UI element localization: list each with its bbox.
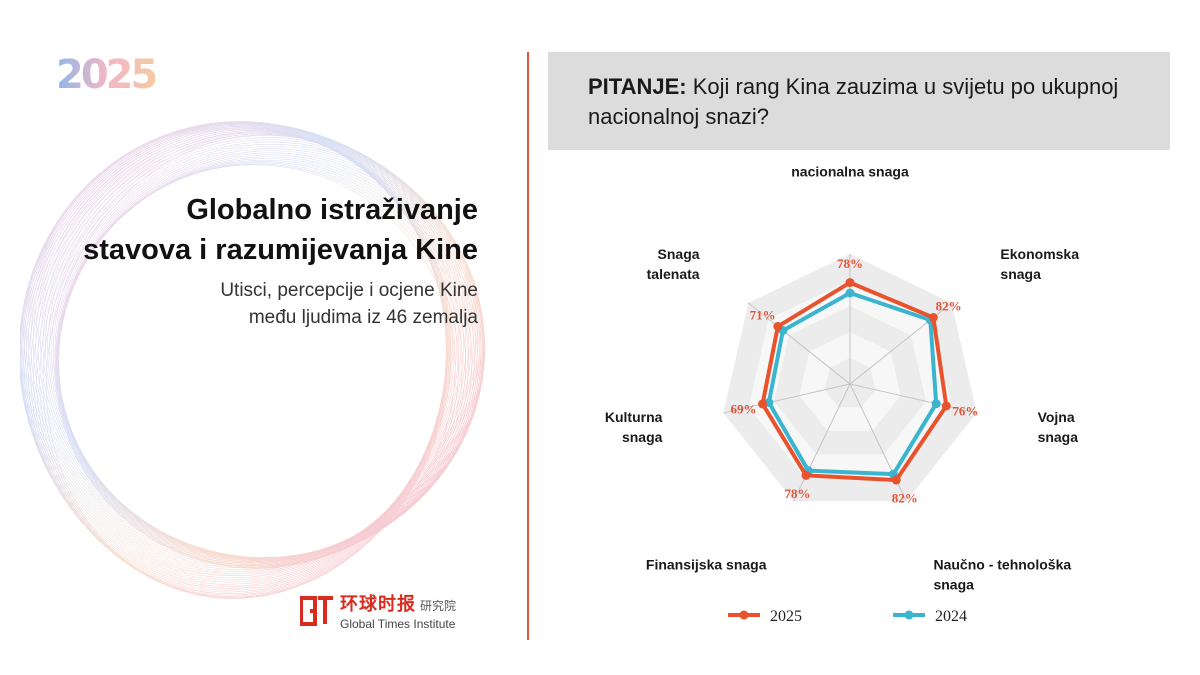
headline-line-2: stavova i razumijevanja Kine (83, 234, 478, 266)
axis-label-line: snaga (1000, 266, 1041, 282)
radar-point-2025 (891, 475, 901, 485)
subtitle: Utisci, percepcije i ocjene Kine među lj… (58, 277, 478, 331)
gti-logo-en: Global Times Institute (340, 617, 456, 631)
decorative-ring-line (40, 129, 480, 559)
legend-marker-2024 (904, 610, 914, 620)
legend-marker-2025 (739, 610, 749, 620)
decorative-ring-line (26, 122, 467, 565)
radar-point-2025 (928, 313, 938, 323)
axis-label: Naučno - tehnološka snaga (933, 556, 1071, 592)
value-label: 76% (952, 403, 978, 418)
radar-spoke (849, 383, 977, 414)
radar-series-2024 (766, 291, 939, 477)
question-text: PITANJE: Koji rang Kina zauzima u svijet… (588, 72, 1148, 132)
global-times-institute-logo: 环球时报 研究院 Global Times Institute (300, 590, 456, 631)
radar-spoke (748, 302, 851, 385)
axis-label-line: nacionalna snaga (791, 164, 909, 180)
axis-label: Snaga talenata (647, 246, 700, 282)
gti-logo-icon (300, 595, 333, 626)
decorative-ring-line (49, 137, 485, 559)
radar-point-2025 (845, 278, 855, 288)
gti-logo-cn: 环球时报 (340, 594, 416, 615)
radar-point-2025 (758, 399, 768, 409)
axis-label-line: snaga (933, 576, 974, 592)
value-label: 82% (892, 491, 918, 506)
decorative-ring-line (51, 139, 485, 559)
axis-label-line: Naučno - tehnološka (933, 556, 1071, 572)
axis-label-line: Kulturna (605, 409, 663, 425)
legend-label-2025: 2025 (770, 608, 802, 625)
value-label: 69% (731, 401, 757, 416)
axis-label-line: snaga (622, 429, 663, 445)
subtitle-line-1: Utisci, percepcije i ocjene Kine (220, 280, 478, 301)
question-body: Koji rang Kina zauzima u svijetu po ukup… (588, 74, 1119, 129)
decorative-ring-line (46, 134, 452, 599)
decorative-ring-line (27, 128, 447, 593)
radar-point-2025 (773, 321, 783, 331)
radar-chart: 78% 82% 76% 82% 78% 69% 71% Sveukupnanacionalna… (605, 160, 1079, 625)
value-label: 78% (785, 486, 811, 501)
decorative-ring-line (56, 162, 463, 568)
radar-point-2024 (845, 288, 855, 298)
value-label: 71% (750, 307, 776, 322)
radar-spoke (793, 383, 851, 502)
value-label: 78% (837, 256, 863, 271)
axis-label: Ekonomska snaga (1000, 246, 1079, 282)
axis-label-line: Snaga (658, 246, 700, 262)
decorative-ring-line (30, 129, 448, 594)
question-prefix: PITANJE: (588, 74, 687, 99)
left-panel: 2025 Globalno istraživanje stavova i raz… (0, 0, 528, 675)
subtitle-line-2: među ljudima iz 46 zemalja (248, 307, 478, 328)
radar-point-2024 (931, 399, 941, 409)
radar-series-2025 (760, 280, 949, 483)
question-box: PITANJE: Koji rang Kina zauzima u svijet… (548, 52, 1170, 150)
value-label: 82% (936, 298, 962, 313)
decorative-ring-line (33, 130, 448, 596)
radar-spoke (723, 383, 851, 414)
axis-label-line: snaga (1038, 429, 1079, 445)
radar-point-2025 (801, 470, 811, 480)
axis-label-line: talenata (647, 266, 700, 282)
gti-logo-cn-suffix: 研究院 (420, 599, 457, 613)
headline-line-1: Globalno istraživanje (186, 194, 478, 226)
decorative-ring-line (56, 148, 483, 561)
decorative-ring (20, 121, 486, 599)
decorative-ring-line (47, 135, 484, 558)
axis-label-line: Finansijska snaga (646, 556, 767, 572)
axis-label: Finansijska snaga (646, 556, 767, 572)
gti-logo-text: 环球时报 研究院 Global Times Institute (340, 590, 456, 631)
axis-label-line: Vojna (1038, 409, 1075, 425)
decorative-ring-line (20, 122, 452, 579)
year-logo: 2025 (56, 52, 158, 98)
vertical-divider (527, 52, 529, 640)
radar-point-2025 (941, 401, 951, 411)
axis-label: Kulturna snaga (605, 409, 663, 445)
axis-label: Vojna snaga (1038, 409, 1079, 445)
decorative-ring-line (36, 131, 449, 597)
decorative-ring-line (42, 131, 482, 559)
headline: Globalno istraživanje stavova i razumije… (8, 190, 478, 270)
decorative-ring-line (45, 133, 483, 558)
axis-label: Sveukupnanacionalna snaga (791, 160, 909, 180)
legend-label-2024: 2024 (935, 608, 967, 625)
axis-label-line: Ekonomska (1000, 246, 1079, 262)
